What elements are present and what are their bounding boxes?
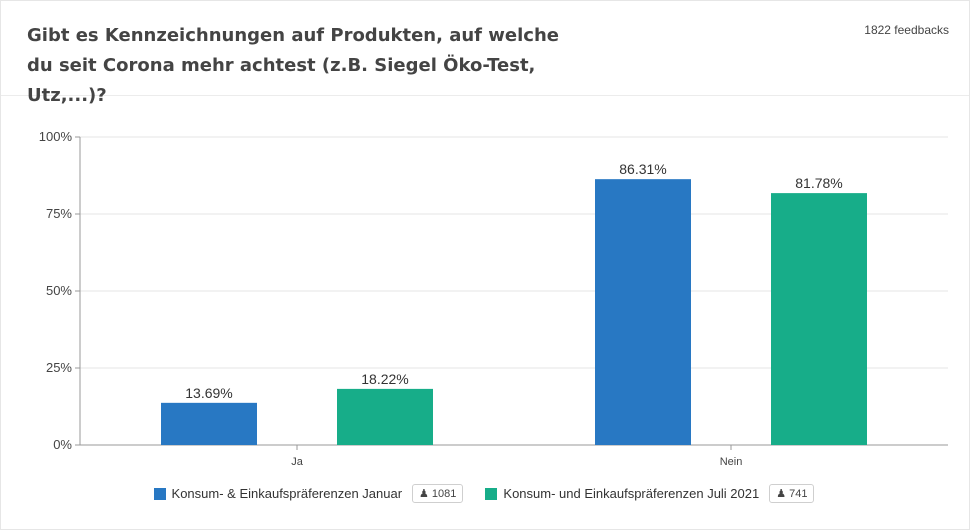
y-tick-label: 50% [46, 283, 72, 298]
y-tick-label: 75% [46, 206, 72, 221]
bar [771, 193, 867, 445]
bar [161, 402, 257, 445]
feedback-count: 1822 feedbacks [864, 23, 949, 37]
respondent-count-badge: ♟ 1081 [412, 484, 464, 503]
respondent-count: 741 [789, 487, 808, 500]
bar-chart: 0% 25% 50% 75% 100% Ja 13.69% 18.22% Nein 86.31% 8… [39, 129, 948, 468]
chart-title: Gibt es Kennzeichnungen auf Produkten, a… [27, 25, 559, 106]
legend-item[interactable]: Konsum- und Einkaufspräferenzen Juli 202… [485, 484, 815, 503]
chart-legend: Konsum- & Einkaufspräferenzen Januar ♟ 108… [0, 484, 968, 503]
person-icon: ♟ [419, 488, 429, 500]
data-label: 81.78% [795, 175, 842, 191]
y-tick-label: 100% [39, 129, 73, 144]
chart-header: Gibt es Kennzeichnungen auf Produkten, a… [1, 1, 969, 106]
person-icon: ♟ [776, 488, 787, 500]
bar [337, 388, 433, 445]
legend-label: Konsum- und Einkaufspräferenzen Juli 202… [503, 486, 760, 501]
legend-item[interactable]: Konsum- & Einkaufspräferenzen Januar ♟ 108… [153, 484, 464, 503]
x-tick-label: Nein [720, 456, 743, 468]
data-label: 18.22% [361, 371, 408, 387]
respondent-count: 1081 [431, 487, 457, 500]
respondent-count-badge: ♟ 741 [769, 484, 815, 503]
y-tick-label: 0% [53, 437, 72, 452]
bar [595, 179, 691, 445]
legend-swatch [485, 487, 498, 500]
data-label: 86.31% [619, 161, 666, 177]
legend-swatch [153, 487, 166, 500]
y-tick-label: 25% [46, 360, 72, 375]
x-tick-label: Ja [291, 456, 304, 468]
data-label: 13.69% [185, 385, 232, 401]
legend-label: Konsum- & Einkaufspräferenzen Januar [171, 486, 403, 501]
